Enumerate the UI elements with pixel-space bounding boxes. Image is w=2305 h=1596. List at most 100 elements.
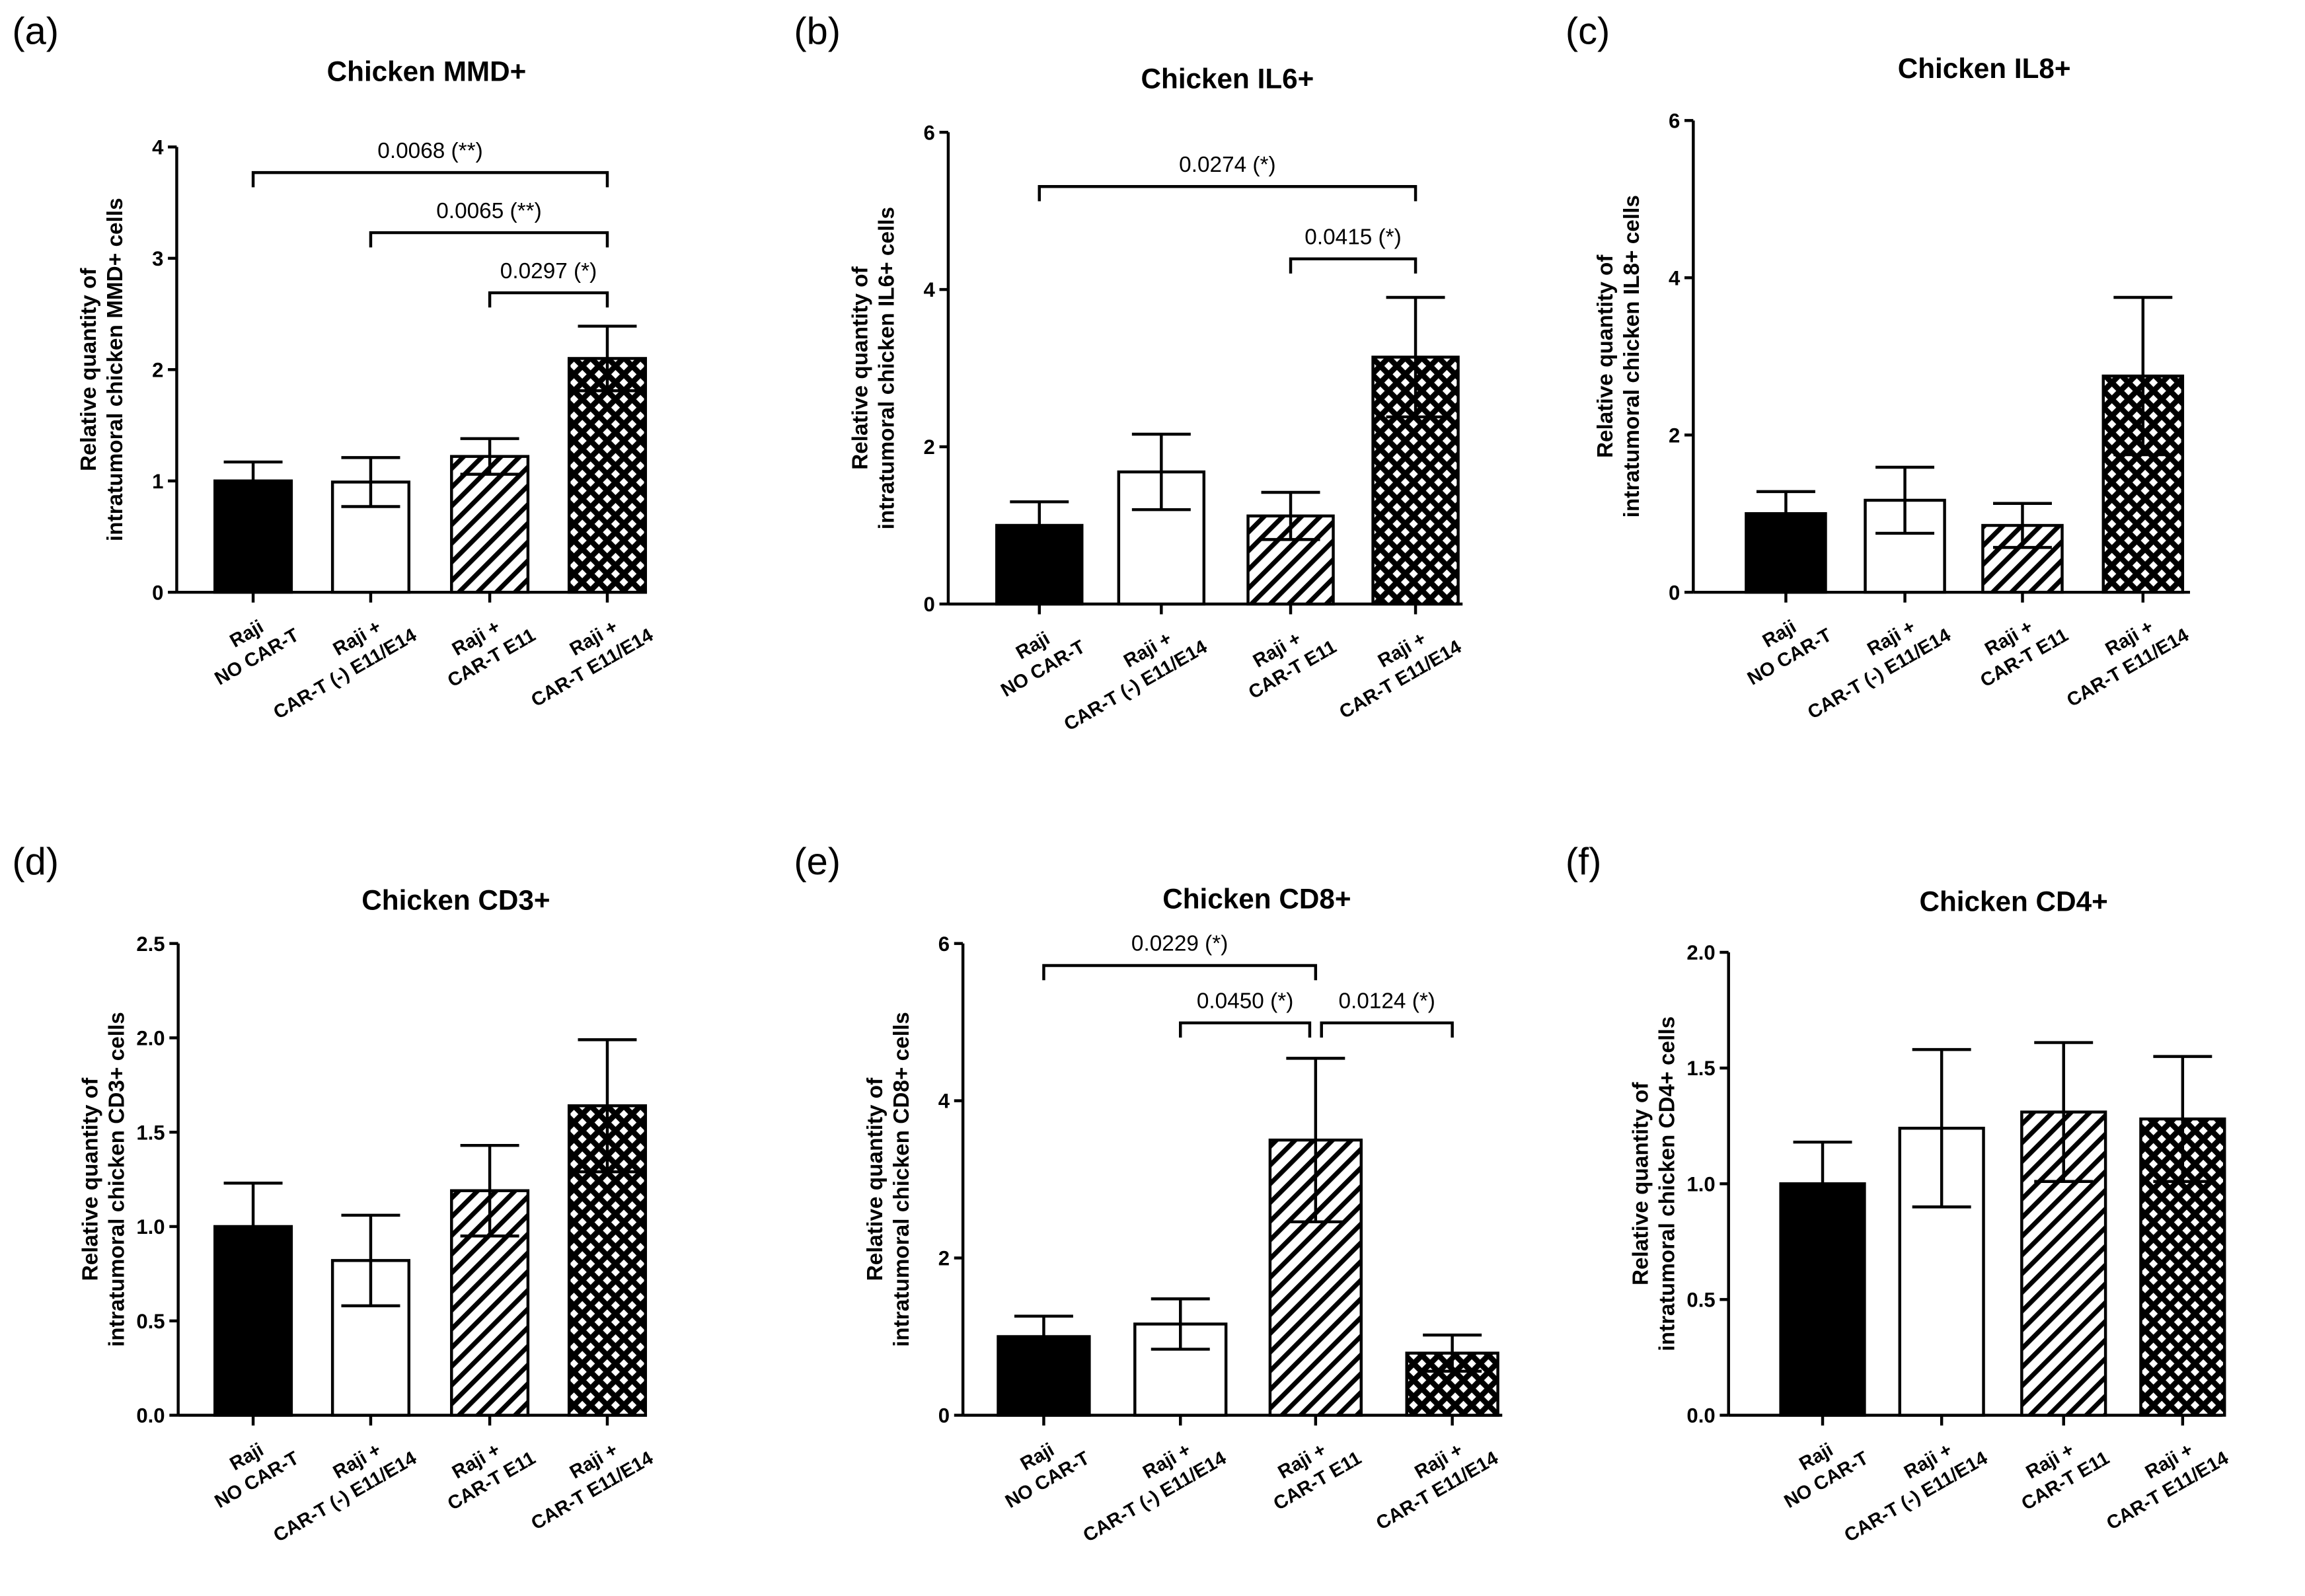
error-bar bbox=[223, 1182, 283, 1272]
x-tick-label: Raji +CAR-T (-) E11/E14 bbox=[1048, 615, 1211, 735]
y-tick-label: 6 bbox=[924, 121, 935, 144]
significance-bracket bbox=[1042, 964, 1318, 981]
x-tick-label: Raji +CAR-T E11/E14 bbox=[2090, 1426, 2232, 1535]
chart-title: Chicken IL6+ bbox=[1141, 63, 1314, 94]
y-tick-label: 1.0 bbox=[136, 1215, 165, 1238]
p-value-label: 0.0297 (*) bbox=[500, 259, 597, 284]
x-tick-label: RajiNO CAR-T bbox=[199, 603, 303, 689]
panel-label: (b) bbox=[794, 11, 841, 53]
y-tick-label: 0 bbox=[1669, 581, 1680, 604]
y-tick-label: 4 bbox=[938, 1090, 950, 1113]
error-bar bbox=[1286, 1057, 1345, 1224]
x-tick-label: Raji +CAR-T E11 bbox=[432, 1426, 539, 1515]
chart-title: Chicken CD8+ bbox=[1162, 883, 1351, 914]
error-bar bbox=[1131, 432, 1191, 512]
error-bar bbox=[1423, 1333, 1482, 1373]
y-axis-label-line: Relative quantity of bbox=[78, 1077, 102, 1281]
panel-label: (e) bbox=[794, 841, 841, 883]
significance-bracket bbox=[1289, 257, 1417, 274]
chart-title: Chicken MMD+ bbox=[327, 56, 527, 87]
error-bar bbox=[460, 437, 519, 476]
y-axis-label: Relative quantity of intratumoral chicken… bbox=[1593, 195, 1644, 517]
y-tick-label: 2.0 bbox=[1686, 941, 1715, 964]
y-tick-label: 2.5 bbox=[136, 932, 165, 956]
significance-bracket bbox=[251, 171, 609, 188]
chart-title: Chicken CD4+ bbox=[1919, 886, 2107, 917]
y-tick-label: 2 bbox=[938, 1247, 950, 1270]
x-tick-label: RajiNO CAR-T bbox=[1768, 1425, 1873, 1512]
error-bar bbox=[578, 324, 637, 393]
chart-title: Chicken CD3+ bbox=[361, 885, 550, 916]
bar-cross-hatch bbox=[567, 357, 648, 594]
y-tick-label: 0 bbox=[938, 1404, 950, 1427]
x-tick-label: Raji +CAR-T E11 bbox=[1258, 1426, 1365, 1515]
error-bar bbox=[2153, 1055, 2212, 1183]
error-bar bbox=[1014, 1314, 1073, 1359]
error-bar bbox=[1875, 465, 1935, 535]
chart-panel-a: (a) Chicken MMD+ Relative quantity of intra… bbox=[12, 11, 656, 724]
y-tick-label: 0.5 bbox=[136, 1310, 165, 1333]
y-axis-label: Relative quantity of intratumoral chicken… bbox=[849, 207, 899, 529]
panel-label: (f) bbox=[1566, 841, 1602, 883]
p-value-label: 0.0274 (*) bbox=[1179, 153, 1275, 177]
y-tick-label: 0.0 bbox=[1686, 1404, 1715, 1427]
error-bar bbox=[341, 1213, 400, 1308]
error-bar bbox=[1793, 1140, 1852, 1227]
x-tick-label: Raji +CAR-T E11/E14 bbox=[1324, 615, 1465, 723]
y-axis-label-line: intratumoral chicken CD4+ cells bbox=[1655, 1016, 1679, 1351]
y-axis-label-line: Relative quantity of bbox=[863, 1077, 888, 1281]
p-value-label: 0.0415 (*) bbox=[1304, 225, 1401, 249]
x-tick-label: Raji +CAR-T E11 bbox=[2006, 1426, 2113, 1515]
error-bar bbox=[1992, 502, 2052, 549]
x-tick-label: Raji +CAR-T E11/E14 bbox=[515, 603, 657, 711]
panel-label: (d) bbox=[12, 841, 59, 883]
x-tick-label: Raji +CAR-T E11/E14 bbox=[2051, 603, 2192, 711]
y-tick-label: 2 bbox=[152, 358, 163, 381]
error-bar bbox=[1756, 490, 1815, 537]
y-tick-label: 6 bbox=[938, 932, 950, 956]
x-tick-label: RajiNO CAR-T bbox=[199, 1425, 303, 1512]
y-axis-label-line: intratumoral chicken MMD+ cells bbox=[103, 198, 128, 541]
chart-panel-b: (b) Chicken IL6+ Relative quantity of intra… bbox=[794, 11, 1465, 736]
error-bar bbox=[460, 1143, 519, 1238]
panel-label: (a) bbox=[12, 11, 59, 53]
chart-title: Chicken IL8+ bbox=[1898, 53, 2071, 84]
x-tick-label: Raji +CAR-T (-) E11/E14 bbox=[1067, 1426, 1230, 1546]
bar-diagonal-hatch bbox=[450, 455, 530, 594]
y-axis-label-line: intratumoral chicken IL8+ cells bbox=[1620, 195, 1644, 517]
y-tick-label: 1.5 bbox=[136, 1121, 165, 1144]
error-bar bbox=[1912, 1047, 1971, 1209]
y-axis-label-line: intratumoral chicken CD8+ cells bbox=[889, 1012, 914, 1347]
y-tick-label: 0.0 bbox=[136, 1404, 165, 1427]
panel-label: (c) bbox=[1566, 11, 1610, 53]
error-bar bbox=[578, 1038, 637, 1174]
y-axis-label: Relative quantity of intratumoral chicken… bbox=[1628, 1016, 1679, 1351]
x-tick-label: RajiNO CAR-T bbox=[1731, 603, 1836, 689]
significance-bracket bbox=[1038, 185, 1417, 202]
x-tick-label: RajiNO CAR-T bbox=[989, 1425, 1094, 1512]
y-tick-label: 4 bbox=[924, 278, 936, 301]
chart-panel-d: (d) Chicken CD3+ Relative quantity of intra… bbox=[12, 841, 656, 1546]
chart-panel-c: (c) Chicken IL8+ Relative quantity of intra… bbox=[1566, 11, 2193, 724]
y-axis-label: Relative quantity of intratumoral chicken… bbox=[863, 1012, 914, 1347]
p-value-label: 0.0065 (**) bbox=[436, 199, 541, 223]
x-tick-label: RajiNO CAR-T bbox=[985, 615, 1089, 701]
bar-white bbox=[330, 480, 411, 594]
y-axis-label-line: Relative quantity of bbox=[1628, 1082, 1653, 1285]
p-value-label: 0.0229 (*) bbox=[1131, 932, 1228, 956]
y-axis-label-line: Relative quantity of bbox=[77, 268, 101, 471]
error-bar bbox=[1386, 295, 1445, 419]
y-tick-label: 2.0 bbox=[136, 1027, 165, 1050]
y-axis-label: Relative quantity of intratumoral chicken… bbox=[77, 198, 128, 541]
x-tick-label: Raji +CAR-T (-) E11/E14 bbox=[258, 1426, 420, 1546]
x-tick-label: Raji +CAR-T E11 bbox=[432, 603, 539, 691]
significance-bracket bbox=[488, 291, 609, 308]
chart-panel-f: (f) Chicken CD4+ Relative quantity of intra… bbox=[1566, 841, 2232, 1546]
significance-bracket bbox=[1320, 1021, 1454, 1038]
chart-panel-e: (e) Chicken CD8+ Relative quantity of intra… bbox=[794, 841, 1503, 1546]
x-tick-label: Raji +CAR-T E11/E14 bbox=[1360, 1426, 1501, 1535]
x-tick-label: Raji +CAR-T (-) E11/E14 bbox=[1829, 1426, 1991, 1546]
y-tick-label: 2 bbox=[1669, 424, 1680, 447]
error-bar bbox=[1151, 1297, 1210, 1351]
y-tick-label: 3 bbox=[152, 247, 163, 270]
